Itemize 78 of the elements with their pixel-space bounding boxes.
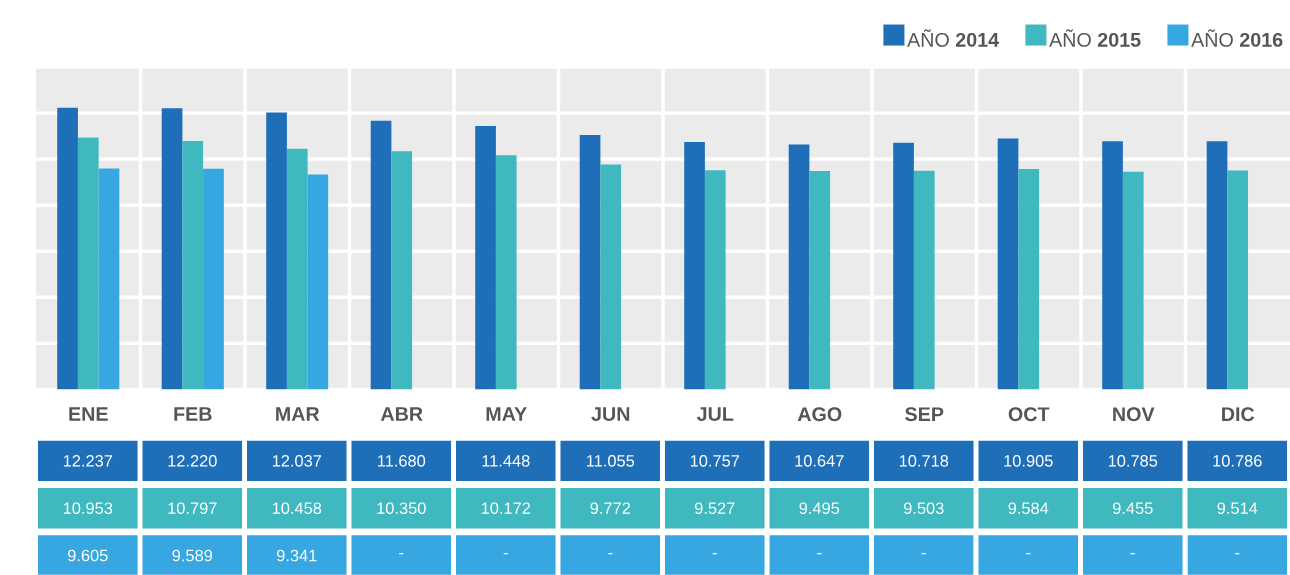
- x-tick-label: JUL: [696, 407, 734, 422]
- data-label: 11.448: [482, 455, 530, 467]
- x-tick-label: DIC: [1222, 407, 1255, 422]
- text: -: [921, 553, 926, 555]
- x-tick-label: OCT: [1008, 407, 1050, 422]
- bar: [1018, 169, 1040, 390]
- data-label: 10.905: [1004, 455, 1053, 467]
- data-label: 10.458: [272, 502, 322, 515]
- text: -: [1026, 553, 1031, 555]
- bar: [788, 144, 810, 390]
- bar: [57, 107, 78, 390]
- data-label: 11.055: [587, 455, 635, 467]
- data-label: 9.341: [276, 549, 317, 562]
- bar: [997, 138, 1019, 390]
- legend-label: AÑO 2015: [1049, 29, 1141, 47]
- bar: [704, 170, 726, 390]
- bar: [98, 168, 120, 390]
- data-label: 9.514: [1217, 502, 1258, 515]
- data-label: 10.786: [1213, 455, 1262, 467]
- data-label: 9.584: [1008, 502, 1049, 515]
- x-tick-label: SEP: [905, 407, 944, 422]
- bar: [266, 112, 287, 390]
- text: -: [817, 553, 822, 555]
- data-label: 12.220: [168, 455, 217, 467]
- bar: [913, 170, 935, 390]
- data-label: 9.527: [694, 502, 735, 515]
- data-label: 10.718: [899, 455, 949, 467]
- text: -: [399, 553, 404, 555]
- text: -: [1130, 553, 1135, 555]
- x-tick-label: JUN: [591, 407, 630, 422]
- data-label: 10.172: [481, 502, 531, 515]
- x-tick-label: AGO: [797, 407, 842, 422]
- bar: [161, 108, 183, 390]
- data-label: 9.503: [903, 502, 944, 515]
- text: -: [712, 553, 717, 555]
- bar: [579, 135, 601, 390]
- data-label: 9.772: [590, 502, 630, 515]
- data-label: 12.037: [272, 455, 322, 467]
- data-label: 11.680: [378, 455, 426, 467]
- x-tick-label: ENE: [69, 407, 108, 421]
- text: -: [608, 553, 613, 555]
- legend-label: AÑO 2016: [1191, 29, 1283, 47]
- x-tick-label: FEB: [174, 407, 212, 421]
- bar: [1206, 141, 1228, 390]
- data-label: 9.455: [1112, 502, 1153, 515]
- bar: [77, 137, 99, 390]
- data-label: 10.350: [377, 502, 426, 515]
- bar: [286, 148, 308, 390]
- x-tick-label: NOV: [1113, 407, 1155, 422]
- data-label: 10.797: [168, 502, 217, 515]
- bar: [600, 164, 622, 390]
- data-label: 9.589: [172, 549, 213, 562]
- bar: [684, 142, 705, 390]
- bar: [475, 126, 496, 390]
- x-tick-label: MAY: [486, 407, 527, 421]
- text: -: [503, 553, 508, 555]
- data-label: 12.237: [63, 455, 113, 467]
- legend-label: AÑO 2014: [907, 29, 1000, 47]
- bar: [893, 142, 914, 390]
- bar: [307, 174, 329, 390]
- bar: [809, 171, 831, 390]
- data-label: 10.785: [1108, 455, 1158, 467]
- data-label: 9.605: [67, 549, 108, 562]
- data-label: 9.495: [799, 502, 840, 515]
- bar: [203, 168, 224, 390]
- data-label: 10.757: [690, 455, 740, 467]
- bar: [1102, 141, 1123, 390]
- bar: [1227, 170, 1249, 390]
- x-tick-label: MAR: [276, 407, 320, 421]
- data-label: 10.647: [795, 455, 844, 467]
- x-tick-label: ABR: [380, 407, 423, 421]
- bar: [1122, 171, 1144, 390]
- bar: [182, 141, 204, 390]
- bar: [370, 120, 392, 390]
- bar: [391, 151, 413, 390]
- data-label: 10.953: [63, 502, 113, 515]
- text: -: [1235, 553, 1240, 555]
- bar: [495, 155, 517, 390]
